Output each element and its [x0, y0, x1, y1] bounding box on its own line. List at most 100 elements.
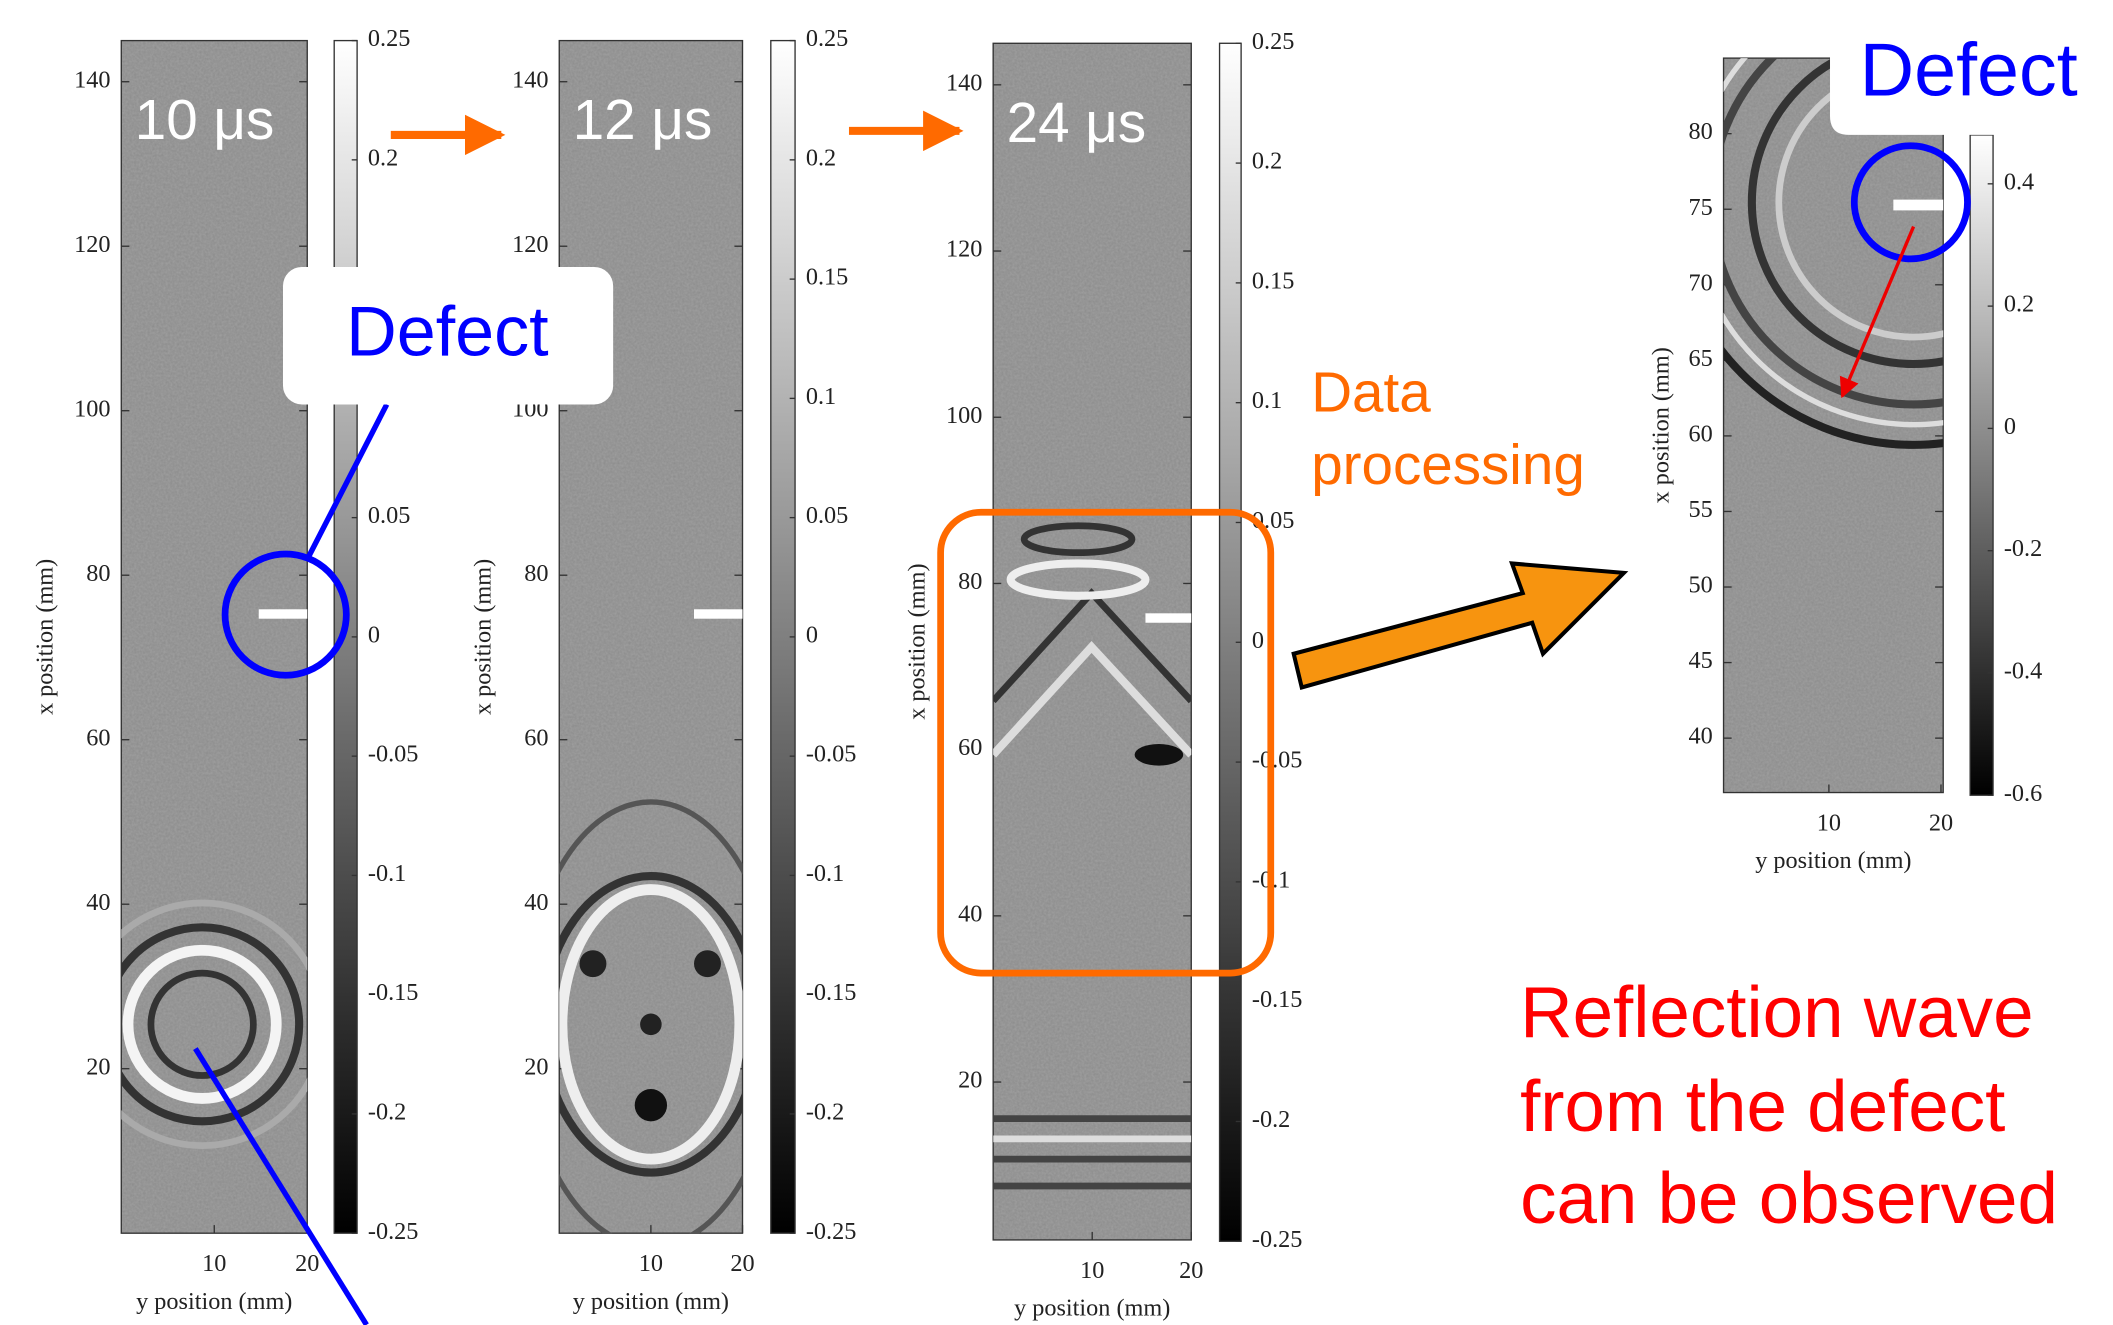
x-tick-label: 10 — [1817, 809, 1841, 836]
colorbar-tick-label: 0 — [806, 621, 818, 648]
y-tick-label: 40 — [524, 889, 548, 916]
x-tick-label: 20 — [1929, 809, 1953, 836]
processing-label: Data — [1311, 360, 1431, 423]
y-tick-label: 80 — [524, 560, 548, 587]
y-tick-label: 80 — [1689, 118, 1713, 145]
y-tick-label: 80 — [86, 560, 110, 587]
x-axis-label: y position (mm) — [1014, 1295, 1170, 1322]
defect-label: Defect — [346, 293, 549, 371]
x-tick-label: 20 — [295, 1250, 319, 1277]
colorbar — [1218, 42, 1242, 1242]
time-label: 12 μs — [573, 88, 713, 151]
colorbar-tick-label: -0.05 — [806, 741, 857, 768]
colorbar-tick-label: 0.25 — [806, 25, 848, 52]
y-tick-label: 45 — [1689, 647, 1713, 674]
y-tick-label: 140 — [512, 66, 548, 93]
y-tick-label: 100 — [74, 395, 110, 422]
colorbar-tick-label: -0.15 — [806, 979, 857, 1006]
y-tick-label: 120 — [946, 236, 982, 263]
x-tick-label: 10 — [202, 1250, 226, 1277]
reflection-text: from the defect — [1520, 1066, 2005, 1147]
colorbar-tick-label: -0.1 — [368, 860, 406, 887]
colorbar-tick-label: 0.05 — [368, 502, 410, 529]
colorbar-tick-label: 0.2 — [368, 144, 398, 171]
y-axis-label: x position (mm) — [1647, 347, 1674, 503]
y-axis-label: x position (mm) — [32, 559, 59, 715]
colorbar-tick-label: -0.2 — [368, 1099, 406, 1126]
y-tick-label: 140 — [946, 69, 982, 96]
colorbar-tick-label: -0.15 — [368, 979, 419, 1006]
defect-circle — [1850, 142, 1971, 263]
y-tick-label: 60 — [958, 734, 982, 761]
colorbar-tick-label: 0.2 — [806, 144, 836, 171]
y-tick-label: 55 — [1689, 496, 1713, 523]
defect-marker — [694, 609, 743, 619]
processing-box — [937, 508, 1275, 977]
y-axis-label: x position (mm) — [904, 563, 931, 719]
colorbar-tick-label: 0 — [2004, 413, 2016, 440]
processing-label: processing — [1311, 433, 1585, 496]
y-tick-label: 60 — [86, 724, 110, 751]
y-tick-label: 40 — [1689, 723, 1713, 750]
x-axis-label: y position (mm) — [1755, 847, 1911, 874]
y-axis-label: x position (mm) — [470, 559, 497, 715]
x-axis-label: y position (mm) — [573, 1288, 729, 1315]
defect-marker — [1145, 613, 1192, 623]
colorbar-tick-label: -0.6 — [2004, 780, 2042, 807]
y-tick-label: 40 — [86, 889, 110, 916]
colorbar-tick-label: 0.05 — [806, 502, 848, 529]
colorbar-tick-label: 0.15 — [806, 264, 848, 291]
reflection-text: can be observed — [1520, 1158, 2058, 1239]
wave-pattern — [121, 899, 308, 1149]
wave-pattern — [559, 799, 743, 1234]
y-tick-label: 20 — [524, 1053, 548, 1080]
colorbar-tick-label: 0.2 — [2004, 291, 2034, 318]
colorbar-tick-label: 0 — [368, 621, 380, 648]
defect-marker — [258, 609, 308, 619]
defect-label: Defect — [1860, 28, 2078, 112]
y-tick-label: 100 — [946, 402, 982, 429]
y-tick-label: 60 — [524, 724, 548, 751]
image-plot — [993, 43, 1192, 1240]
colorbar-tick-label: -0.05 — [1252, 747, 1303, 774]
defect-marker — [1893, 199, 1944, 211]
colorbar-tick-label: -0.25 — [1252, 1226, 1303, 1253]
y-tick-label: 60 — [1689, 420, 1713, 447]
defect-circle — [221, 550, 350, 679]
image-plot — [121, 40, 308, 1234]
wave-pattern — [993, 522, 1192, 1190]
colorbar-tick-label: 0.4 — [2004, 168, 2034, 195]
colorbar-tick-label: -0.15 — [1252, 986, 1303, 1013]
annotations: Defect Data processing Defect Reflection… — [193, 0, 2113, 1325]
colorbar-tick-label: -0.2 — [2004, 535, 2042, 562]
y-tick-label: 140 — [74, 66, 110, 93]
x-axis-label: y position (mm) — [136, 1288, 292, 1315]
colorbar-tick-label: -0.25 — [368, 1218, 419, 1245]
x-tick-label: 10 — [639, 1250, 663, 1277]
colorbar-tick-label: 0 — [1252, 627, 1264, 654]
reflection-text: Reflection wave — [1520, 972, 2034, 1053]
x-tick-label: 10 — [1080, 1257, 1104, 1284]
colorbar-tick-label: 0.15 — [1252, 267, 1294, 294]
y-tick-label: 70 — [1689, 269, 1713, 296]
time-label: 24 μs — [1007, 91, 1147, 154]
reflection-arrow — [1839, 225, 1916, 399]
colorbar — [1969, 134, 1994, 796]
x-tick-label: 20 — [730, 1250, 754, 1277]
callout-box — [1830, 0, 2113, 135]
colorbar-tick-label: -0.2 — [806, 1099, 844, 1126]
wave-patterns — [121, 58, 1944, 1234]
colorbar-tick-label: 0.25 — [1252, 28, 1294, 55]
y-tick-label: 20 — [958, 1067, 982, 1094]
y-tick-label: 80 — [958, 568, 982, 595]
colorbar-tick-label: -0.2 — [1252, 1106, 1290, 1133]
defect-markers — [258, 199, 1944, 623]
colorbar-tick-label: 0.2 — [1252, 148, 1282, 175]
time-label: 10 μs — [135, 88, 275, 151]
y-tick-label: 120 — [512, 231, 548, 258]
y-tick-label: 50 — [1689, 572, 1713, 599]
y-tick-label: 120 — [74, 231, 110, 258]
colorbar-tick-label: 0.1 — [1252, 387, 1282, 414]
colorbar-tick-label: -0.25 — [806, 1218, 857, 1245]
